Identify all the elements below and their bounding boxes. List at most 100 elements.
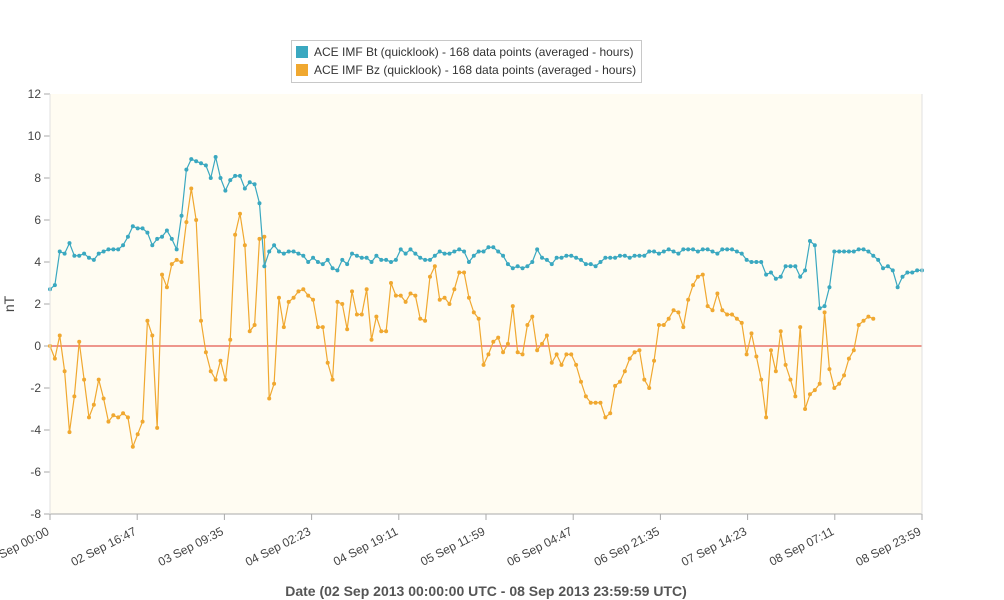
data-point[interactable] — [642, 377, 647, 382]
data-point[interactable] — [437, 297, 442, 302]
data-point[interactable] — [96, 251, 101, 256]
data-point[interactable] — [384, 329, 389, 334]
data-point[interactable] — [306, 293, 311, 298]
data-point[interactable] — [768, 348, 773, 353]
data-point[interactable] — [807, 392, 812, 397]
data-point[interactable] — [691, 283, 696, 288]
data-point[interactable] — [666, 316, 671, 321]
data-point[interactable] — [418, 255, 423, 260]
data-point[interactable] — [466, 295, 471, 300]
data-point[interactable] — [656, 251, 661, 256]
data-point[interactable] — [481, 362, 486, 367]
data-point[interactable] — [622, 369, 627, 374]
data-point[interactable] — [286, 299, 291, 304]
data-point[interactable] — [67, 430, 72, 435]
data-point[interactable] — [915, 268, 920, 273]
data-point[interactable] — [116, 415, 121, 420]
data-point[interactable] — [359, 255, 364, 260]
data-point[interactable] — [345, 262, 350, 267]
data-point[interactable] — [398, 247, 403, 252]
data-point[interactable] — [900, 274, 905, 279]
data-point[interactable] — [213, 377, 218, 382]
data-point[interactable] — [140, 419, 145, 424]
data-point[interactable] — [57, 249, 62, 254]
data-point[interactable] — [515, 264, 520, 269]
data-point[interactable] — [218, 176, 223, 180]
data-point[interactable] — [783, 264, 788, 269]
data-point[interactable] — [768, 270, 773, 275]
data-point[interactable] — [218, 358, 223, 363]
data-point[interactable] — [598, 260, 603, 264]
data-point[interactable] — [671, 249, 676, 254]
data-point[interactable] — [749, 260, 754, 264]
data-point[interactable] — [788, 264, 793, 269]
data-point[interactable] — [296, 251, 301, 256]
data-point[interactable] — [564, 253, 569, 258]
data-point[interactable] — [91, 402, 96, 407]
data-point[interactable] — [505, 341, 510, 346]
data-point[interactable] — [101, 249, 106, 254]
data-point[interactable] — [330, 377, 335, 382]
data-point[interactable] — [233, 232, 238, 237]
data-point[interactable] — [734, 249, 739, 254]
data-point[interactable] — [208, 369, 213, 374]
data-point[interactable] — [442, 295, 447, 300]
data-point[interactable] — [812, 243, 817, 248]
data-point[interactable] — [72, 394, 77, 399]
data-point[interactable] — [389, 281, 394, 285]
data-point[interactable] — [749, 331, 754, 336]
data-point[interactable] — [164, 228, 169, 233]
data-point[interactable] — [272, 243, 277, 248]
data-point[interactable] — [832, 386, 837, 390]
data-point[interactable] — [686, 247, 691, 252]
data-point[interactable] — [121, 411, 126, 416]
data-point[interactable] — [807, 239, 812, 243]
data-point[interactable] — [398, 293, 403, 298]
data-point[interactable] — [223, 377, 228, 382]
data-point[interactable] — [764, 415, 769, 420]
data-point[interactable] — [583, 394, 588, 399]
data-point[interactable] — [608, 255, 613, 260]
data-point[interactable] — [121, 243, 126, 248]
data-point[interactable] — [817, 306, 822, 311]
data-point[interactable] — [832, 249, 837, 254]
data-point[interactable] — [827, 285, 832, 290]
data-point[interactable] — [613, 255, 618, 260]
data-point[interactable] — [715, 291, 720, 296]
data-point[interactable] — [160, 272, 165, 277]
data-point[interactable] — [652, 358, 657, 363]
data-point[interactable] — [730, 312, 735, 317]
data-point[interactable] — [257, 201, 262, 206]
data-point[interactable] — [140, 226, 145, 231]
data-point[interactable] — [593, 264, 598, 269]
data-point[interactable] — [82, 377, 87, 382]
data-point[interactable] — [106, 247, 111, 252]
data-point[interactable] — [233, 173, 238, 178]
data-point[interactable] — [525, 323, 530, 327]
data-point[interactable] — [725, 247, 730, 252]
data-point[interactable] — [340, 302, 345, 306]
data-point[interactable] — [705, 247, 710, 252]
data-point[interactable] — [491, 339, 496, 344]
data-point[interactable] — [588, 262, 593, 267]
data-point[interactable] — [150, 243, 155, 248]
data-point[interactable] — [476, 316, 481, 321]
data-point[interactable] — [637, 348, 642, 353]
data-point[interactable] — [452, 287, 457, 292]
data-point[interactable] — [773, 369, 778, 374]
data-point[interactable] — [501, 350, 506, 355]
data-point[interactable] — [203, 163, 208, 168]
data-point[interactable] — [603, 255, 608, 260]
data-point[interactable] — [544, 257, 549, 262]
data-point[interactable] — [179, 213, 184, 218]
data-point[interactable] — [315, 325, 320, 330]
data-point[interactable] — [466, 260, 471, 264]
data-point[interactable] — [384, 257, 389, 262]
data-point[interactable] — [194, 159, 199, 164]
data-point[interactable] — [515, 350, 520, 355]
data-point[interactable] — [754, 354, 759, 359]
data-point[interactable] — [613, 383, 618, 388]
data-point[interactable] — [320, 262, 325, 267]
data-point[interactable] — [910, 270, 915, 275]
data-point[interactable] — [291, 295, 296, 300]
